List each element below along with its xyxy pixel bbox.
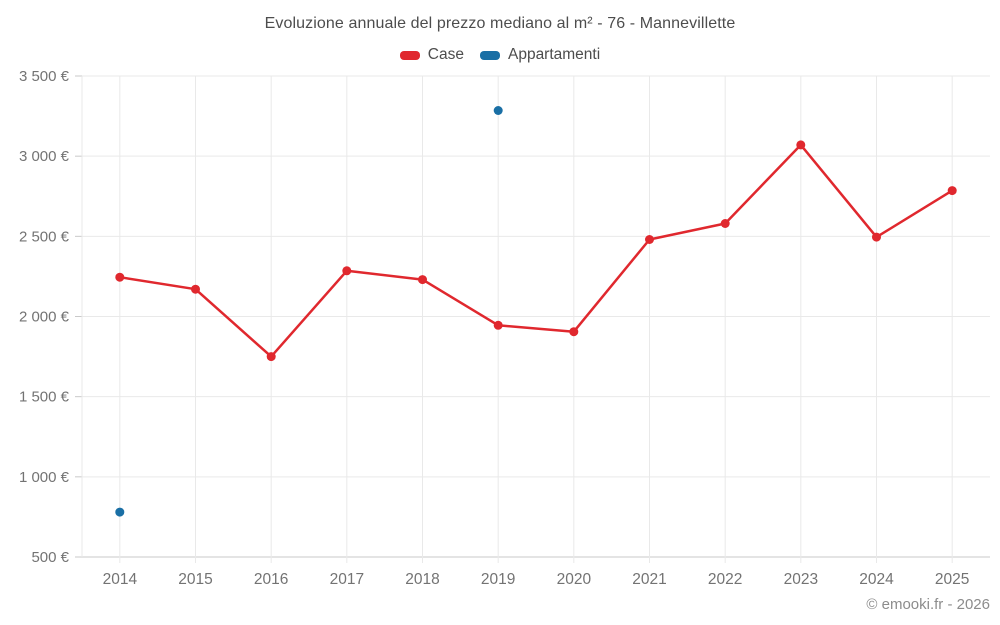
x-axis-label: 2020 [557, 571, 592, 588]
series-line-case [118, 143, 954, 358]
data-point-case-2017[interactable] [342, 266, 352, 276]
x-axis-label: 2016 [254, 571, 288, 588]
appartamenti-series-swatch-icon [479, 50, 500, 60]
data-point-case-2018[interactable] [418, 275, 427, 285]
x-axis-label: 2019 [481, 571, 515, 588]
copyright-credit: © emooki.fr - 2026 [866, 596, 990, 613]
legend-label-appartamenti: Appartamenti [507, 46, 601, 63]
data-point-appartamenti-2014[interactable] [115, 507, 125, 517]
data-point-case-2025[interactable] [947, 186, 957, 196]
y-axis-label: 500 € [31, 549, 69, 566]
legend-label-case: Case [427, 46, 464, 63]
legend-item-appartamenti[interactable]: Appartamenti [479, 46, 601, 64]
x-axis-label: 2022 [708, 571, 742, 588]
x-axis-label: 2021 [632, 571, 666, 588]
x-axis-label: 2017 [330, 571, 364, 588]
data-point-case-2019[interactable] [493, 320, 503, 330]
chart-title: Evoluzione annuale del prezzo mediano al… [264, 15, 736, 32]
y-axis-label: 2 000 € [19, 309, 70, 326]
legend-item-case[interactable]: Case [399, 46, 464, 64]
data-point-case-2021[interactable] [645, 235, 654, 244]
data-point-case-2023[interactable] [796, 140, 806, 150]
data-point-case-2015[interactable] [191, 284, 200, 294]
data-point-case-2020[interactable] [569, 327, 579, 337]
y-axis-label: 2 500 € [19, 228, 70, 245]
data-point-case-2022[interactable] [720, 219, 730, 228]
data-point-case-2016[interactable] [266, 352, 276, 362]
x-axis-label: 2023 [784, 571, 818, 588]
y-axis-label: 3 500 € [19, 68, 70, 85]
y-axis-label: 3 000 € [19, 148, 70, 165]
x-axis-label: 2015 [178, 571, 212, 588]
data-point-appartamenti-2019[interactable] [493, 106, 503, 115]
y-axis-label: 1 500 € [19, 389, 70, 406]
x-axis-label: 2025 [935, 571, 969, 588]
data-point-case-2014[interactable] [115, 272, 125, 282]
data-point-case-2024[interactable] [872, 232, 881, 242]
legend: Case Appartamenti [0, 46, 1000, 64]
x-axis-label: 2018 [405, 571, 439, 588]
y-axis-label: 1 000 € [19, 469, 70, 486]
x-axis-label: 2024 [859, 571, 894, 588]
case-series-swatch-icon [399, 50, 420, 60]
x-axis-label: 2014 [103, 571, 138, 588]
